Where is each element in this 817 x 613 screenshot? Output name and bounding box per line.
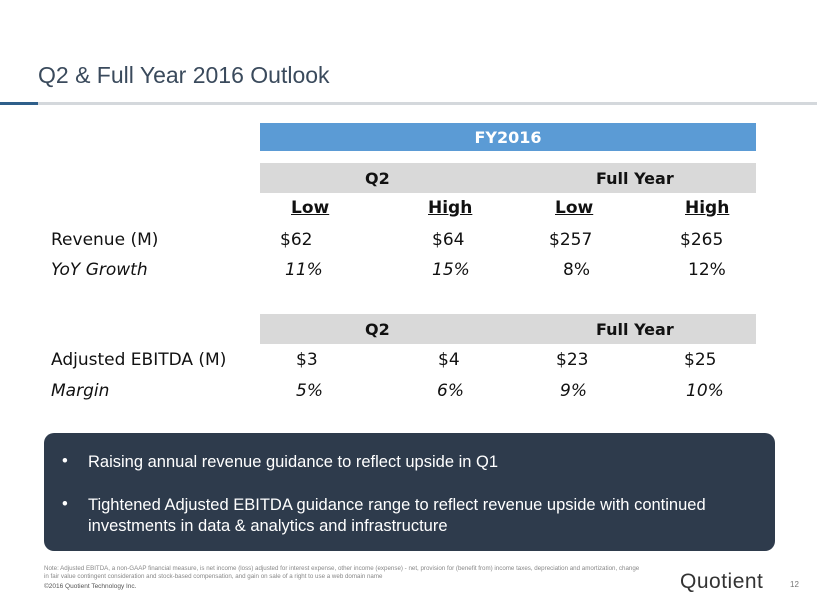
fy2016-header: FY2016 [260, 123, 756, 151]
margin-fy-high: 10% [686, 381, 724, 401]
yoy-q2-low: 11% [285, 260, 323, 280]
ebitda-period-header-row: Q2 Full Year [260, 314, 756, 344]
ebitda-fy-low: $23 [556, 350, 589, 370]
q2-header: Q2 [365, 169, 390, 188]
callout-bullet: Tightened Adjusted EBITDA guidance range… [88, 496, 706, 535]
revenue-q2-low: $62 [280, 230, 313, 250]
revenue-fy-high: $265 [680, 230, 724, 250]
bullet-icon: • [62, 495, 68, 513]
yoy-growth-label: YoY Growth [51, 260, 148, 280]
ebitda-q2-high: $4 [438, 350, 460, 370]
revenue-label: Revenue (M) [51, 230, 159, 250]
period-header-row: Q2 Full Year [260, 163, 756, 193]
yoy-fy-high: 12% [688, 260, 726, 280]
page-title: Q2 & Full Year 2016 Outlook [38, 62, 330, 88]
page-number: 12 [790, 580, 799, 589]
yoy-fy-low: 8% [563, 260, 590, 280]
title-divider-accent [0, 102, 38, 105]
footnote: Note: Adjusted EBITDA, a non-GAAP financ… [44, 565, 640, 580]
copyright: ©2016 Quotient Technology Inc. [44, 583, 137, 590]
revenue-q2-high: $64 [432, 230, 465, 250]
yoy-q2-high: 15% [432, 260, 470, 280]
ebitda-q2-low: $3 [296, 350, 318, 370]
q2-high-header: High [428, 198, 473, 218]
margin-q2-low: 5% [296, 381, 323, 401]
margin-q2-high: 6% [437, 381, 464, 401]
margin-label: Margin [51, 381, 110, 401]
bullet-icon: • [62, 452, 68, 470]
q2-low-header: Low [291, 198, 330, 218]
revenue-fy-low: $257 [549, 230, 593, 250]
full-year-header: Full Year [596, 169, 674, 188]
title-divider [0, 102, 817, 105]
quotient-logo: Quotient [680, 570, 764, 593]
ebitda-fy-high: $25 [684, 350, 717, 370]
q2-header-2: Q2 [365, 320, 390, 339]
fy-high-header: High [685, 198, 730, 218]
callout-bullet: Raising annual revenue guidance to refle… [88, 453, 499, 471]
full-year-header-2: Full Year [596, 320, 674, 339]
ebitda-label: Adjusted EBITDA (M) [51, 350, 227, 370]
margin-fy-low: 9% [560, 381, 587, 401]
guidance-callout: • Raising annual revenue guidance to ref… [44, 433, 775, 551]
fy-low-header: Low [555, 198, 594, 218]
